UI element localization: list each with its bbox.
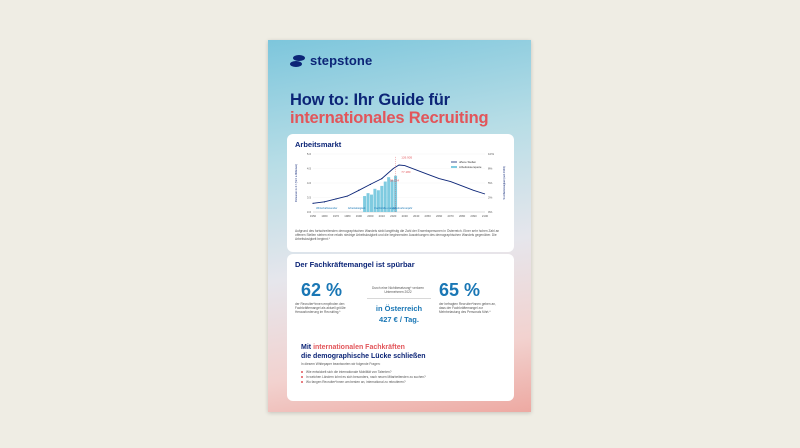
region-label: Fachkräfte-mangel	[374, 206, 396, 210]
legend-label: Arbeitslosenquote	[459, 165, 482, 169]
x-tick-label: 2060	[436, 214, 443, 218]
bullet-icon	[301, 381, 303, 384]
x-tick-label: 1990	[356, 214, 363, 218]
international-card: Mit internationalen Fachkräften die demo…	[287, 333, 514, 401]
y-right-tick-label: 10%	[488, 152, 494, 156]
heading-accent: internationalen Fachkräften	[313, 344, 405, 351]
question-item: Wo fangen Recruiter*innen am besten an, …	[301, 380, 406, 384]
stepstone-logo-icon	[290, 54, 305, 67]
stat-left-description: der Recruiter*innen empfinden den Fachkr…	[295, 302, 346, 315]
bullet-icon	[301, 371, 303, 374]
x-tick-label: 2050	[425, 214, 432, 218]
legend-label: offene Stellen	[459, 160, 476, 164]
bar-arbeitslosenquote	[383, 181, 387, 212]
y-axis-right-label: % Arbeitslosigkeit (seit 1994)	[502, 166, 506, 199]
arbeitsmarkt-card: Arbeitsmarkt Personen in 4.7 (% 0 a Mill…	[287, 134, 514, 252]
bar-arbeitslosenquote	[387, 177, 391, 212]
x-tick-label: 2100	[482, 214, 489, 218]
arbeitsmarkt-footnote: Aufgrund des fortschreitenden demographi…	[295, 229, 500, 242]
y-tick-label: 4.5	[307, 167, 312, 171]
bar-arbeitslosenquote	[390, 180, 394, 212]
x-tick-label: 2080	[459, 214, 466, 218]
x-tick-label: 2010	[379, 214, 386, 218]
line-point	[323, 201, 326, 203]
region-label: Wirtschaftswunder	[316, 206, 337, 210]
y-tick-label: 4.0	[307, 181, 312, 185]
arbeitsmarkt-chart: Personen in 4.7 (% 0 a Millionen) % Arbei…	[294, 152, 506, 218]
x-tick-label: 1960	[321, 214, 328, 218]
title-line-1: How to: Ihr Guide für	[290, 91, 450, 109]
annotation-label: 58.134	[390, 179, 400, 183]
y-right-tick-label: 8%	[488, 167, 493, 171]
bullet-icon	[301, 376, 303, 379]
question-item: In welchen Ländern lohnt es sich besonde…	[301, 375, 426, 379]
title-line-2: internationales Recruiting	[290, 109, 489, 127]
x-tick-label: 2070	[447, 214, 454, 218]
region-label: Arbeitslosigkeit	[348, 206, 366, 210]
stat-right-description: der befragten Recruiter*innen geben an, …	[439, 302, 496, 315]
bar-arbeitslosenquote	[369, 194, 373, 212]
line-point	[381, 178, 383, 180]
x-tick-label: 2000	[367, 214, 374, 218]
brand-logo: stepstone	[290, 53, 372, 68]
international-intro: In diesem Whitepaper beantworten wir fol…	[301, 362, 381, 366]
line-offene-stellen	[312, 164, 486, 204]
fachkraefte-heading: Der Fachkräftemangel ist spürbar	[295, 260, 415, 269]
line-point	[369, 183, 371, 186]
y-right-tick-label: 5%	[488, 181, 493, 185]
x-tick-label: 1970	[333, 214, 340, 218]
brand-name: stepstone	[310, 53, 373, 68]
annotation-label: 126.905	[401, 155, 412, 159]
loss-country: in Österreich	[375, 304, 423, 313]
x-tick-label: 1950	[310, 214, 317, 218]
question-text: In welchen Ländern lohnt es sich besonde…	[306, 375, 426, 379]
loss-note: Durch eine Nichtbesetzung* verloren Unte…	[372, 286, 424, 295]
x-tick-label: 1980	[344, 214, 351, 218]
y-right-tick-label: 2%	[488, 196, 493, 200]
heading-prefix: Mit	[301, 344, 312, 351]
line-point	[358, 189, 360, 191]
divider	[367, 298, 431, 299]
y-axis-label: Personen in 4.7 (% 0 a Millionen)	[294, 164, 298, 202]
question-text: Wie entwickelt sich die internationale M…	[306, 370, 392, 374]
arbeitsmarkt-heading: Arbeitsmarkt	[295, 140, 342, 149]
international-heading-line-1: Mit internationalen Fachkräften	[301, 344, 405, 351]
y-tick-label: 3.5	[307, 196, 312, 200]
question-item: Wie entwickelt sich die internationale M…	[301, 370, 392, 374]
bar-arbeitslosenquote	[376, 190, 380, 212]
y-right-tick-label: 0%	[488, 210, 493, 214]
legend-swatch-bar	[451, 166, 457, 168]
stat-65-percent: 65 %	[439, 280, 481, 300]
question-text: Wo fangen Recruiter*innen am besten an, …	[306, 380, 406, 384]
loss-per-day: 427 € / Tag.	[379, 315, 419, 324]
x-tick-label: 2020	[390, 214, 397, 218]
x-tick-label: 2030	[402, 214, 409, 218]
x-tick-label: 2040	[413, 214, 420, 218]
line-point	[312, 202, 314, 204]
region-label: Arbeitnehmerjahr	[392, 206, 412, 210]
bar-arbeitslosenquote	[380, 185, 384, 212]
line-point	[335, 198, 337, 200]
international-heading-line-2: die demographische Lücke schließen	[301, 353, 426, 360]
bar-arbeitslosenquote	[373, 188, 377, 212]
y-tick-label: 3.0	[307, 210, 312, 214]
y-tick-label: 5.0	[307, 152, 312, 156]
flyer-document: stepstone How to: Ihr Guide für internat…	[268, 40, 531, 412]
line-point	[346, 195, 348, 197]
bar-arbeitslosenquote	[363, 196, 367, 212]
annotation-label: 77.180	[401, 170, 411, 174]
bar-arbeitslosenquote	[366, 193, 370, 212]
stat-62-percent: 62 %	[301, 280, 343, 300]
x-tick-label: 2090	[470, 214, 477, 218]
